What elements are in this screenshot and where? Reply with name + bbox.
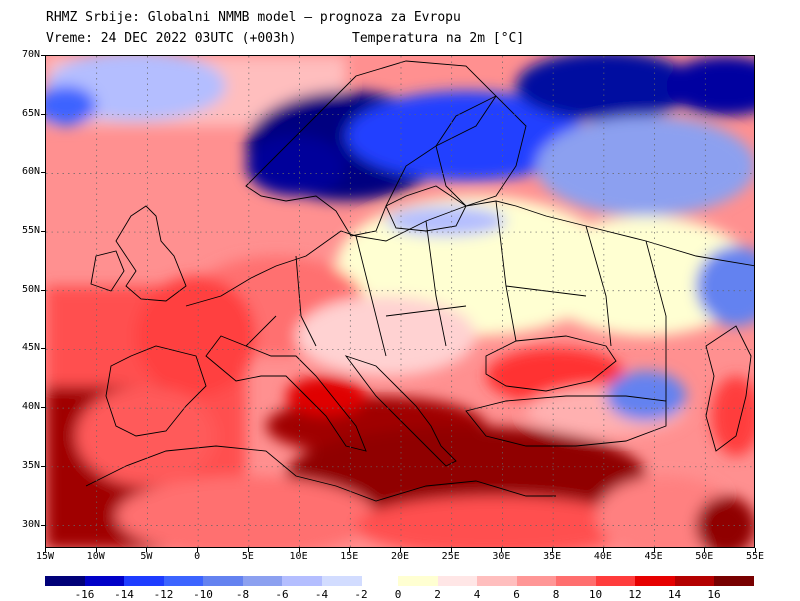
latitude-tick	[41, 172, 45, 174]
colorbar-label: -14	[114, 588, 134, 601]
latitude-tick	[41, 113, 45, 115]
colorbar-segment	[595, 576, 636, 586]
latitude-label: 60N	[21, 166, 40, 178]
latitude-tick	[41, 524, 45, 526]
longitude-tick	[552, 548, 554, 552]
colorbar-label: 16	[707, 588, 721, 601]
colorbar-segment	[714, 576, 754, 586]
longitude-tick	[349, 548, 351, 552]
colorbar-segment	[242, 576, 283, 586]
colorbar-segment	[203, 576, 243, 586]
variable-label: Temperatura na 2m [°C]	[352, 31, 525, 46]
longitude-label: 25E	[441, 551, 460, 562]
latitude-tick	[41, 407, 45, 409]
colorbar-label: 4	[473, 588, 481, 601]
colorbar-label: -6	[275, 588, 289, 601]
longitude-label: 45E	[644, 551, 663, 562]
longitude-tick	[146, 548, 148, 552]
longitude-label: 30E	[492, 551, 511, 562]
latitude-label: 70N	[21, 49, 40, 60]
temperature-map	[45, 55, 755, 548]
longitude-label: 10E	[289, 551, 308, 562]
colorbar-label: -4	[314, 588, 329, 601]
colorbar-segment	[516, 576, 557, 586]
coastlines	[85, 60, 754, 502]
longitude-label: 55E	[745, 551, 765, 562]
map-canvas	[46, 56, 754, 547]
longitude-tick	[450, 548, 452, 552]
latitude-tick	[41, 348, 45, 350]
colorbar-label: -8	[235, 588, 250, 601]
colorbar-segment	[674, 576, 715, 586]
temperature-field	[46, 56, 754, 547]
longitude-label: 20E	[390, 551, 410, 562]
longitude-label: 15E	[340, 551, 359, 562]
longitude-label: 5E	[241, 551, 254, 562]
longitude-label: 50E	[695, 551, 714, 562]
longitude-label: 0	[194, 551, 201, 562]
colorbar-label: 12	[628, 588, 642, 601]
longitude-tick	[653, 548, 655, 552]
longitude-tick	[247, 548, 249, 552]
longitude-tick	[400, 548, 401, 552]
longitude-label: 35E	[543, 551, 562, 562]
colorbar-label: 6	[513, 588, 520, 601]
colorbar-segment	[124, 576, 164, 586]
longitude-tick	[45, 548, 46, 552]
longitude-label: 15W	[35, 551, 55, 562]
latitude-tick	[41, 465, 45, 467]
longitude-label: 40E	[593, 551, 612, 562]
colorbar-segment	[635, 576, 675, 586]
colorbar-label: 14	[667, 588, 682, 601]
colorbar-label: 10	[588, 588, 603, 601]
longitude-tick	[298, 548, 300, 552]
colorbar-label: -2	[354, 588, 368, 601]
colorbar-segment	[398, 576, 438, 586]
forecast-time: Vreme: 24 DEC 2022 03UTC (+003h)	[46, 31, 297, 46]
longitude-tick	[602, 548, 604, 552]
colorbar-label: -10	[193, 588, 213, 601]
colorbar-segment	[282, 576, 322, 586]
latitude-tick	[41, 231, 45, 233]
longitude-tick	[95, 548, 97, 552]
latitude-tick	[41, 289, 45, 291]
colorbar-segment	[84, 576, 125, 586]
colorbar-label: -12	[153, 588, 174, 601]
longitude-tick	[704, 548, 706, 552]
longitude-tick	[501, 548, 503, 552]
colorbar-segment	[45, 576, 85, 586]
latitude-label: 50N	[21, 283, 40, 295]
colorbar-segment	[321, 576, 362, 586]
latitude-label: 55N	[21, 225, 40, 237]
latitude-label: 30N	[21, 518, 40, 530]
colorbar-label: 2	[434, 588, 441, 601]
longitude-tick	[755, 548, 756, 552]
longitude-label: 5W	[140, 551, 153, 562]
colorbar-segment	[477, 576, 517, 586]
latitude-label: 45N	[21, 342, 40, 354]
latitude-tick	[41, 55, 45, 56]
colorbar-label: -16	[74, 588, 95, 601]
colorbar-segment	[556, 576, 596, 586]
longitude-tick	[197, 548, 199, 552]
latitude-label: 40N	[21, 401, 40, 413]
colorbar-segment	[163, 576, 204, 586]
longitude-label: 10W	[86, 551, 105, 562]
colorbar-label: 8	[552, 588, 560, 601]
map-title: RHMZ Srbije: Globalni NMMB model – progn…	[46, 10, 461, 25]
latitude-label: 35N	[21, 459, 40, 471]
colorbar-segment	[437, 576, 478, 586]
latitude-label: 65N	[21, 107, 40, 119]
colorbar-label: 0	[394, 588, 402, 601]
